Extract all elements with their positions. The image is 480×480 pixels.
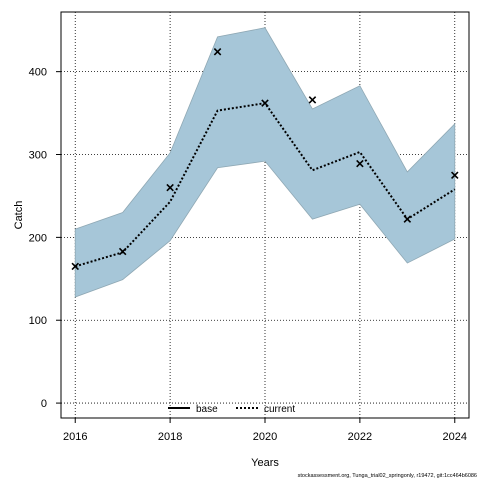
marker-stroke bbox=[403, 215, 412, 223]
observed-point-marker bbox=[356, 159, 364, 168]
marker-stroke bbox=[451, 171, 459, 179]
confidence-band-layer bbox=[74, 27, 456, 298]
x-tick-label: 2018 bbox=[158, 431, 182, 443]
x-tick-label: 2024 bbox=[443, 431, 467, 443]
observed-point-marker bbox=[118, 247, 127, 256]
observed-point-marker bbox=[403, 215, 412, 223]
x-tick-label: 2022 bbox=[348, 431, 372, 443]
x-axis-title: Years bbox=[251, 457, 279, 469]
confidence-band-current bbox=[74, 27, 456, 298]
observed-point-marker bbox=[71, 262, 79, 271]
observed-point-marker bbox=[261, 99, 269, 107]
observed-point-marker bbox=[166, 183, 174, 192]
footnote: stockassessment.org, Tunga_trial02_sprin… bbox=[298, 473, 477, 479]
observed-point-marker bbox=[451, 171, 459, 179]
observed-point-marker bbox=[308, 96, 317, 104]
observation-markers bbox=[71, 48, 459, 271]
y-tick-label: 400 bbox=[29, 67, 47, 79]
x-axis: 2016 2018 2020 2022 2024 bbox=[63, 418, 467, 443]
y-axis: 0 100 200 300 400 bbox=[29, 67, 61, 410]
y-tick-label: 200 bbox=[29, 232, 47, 244]
legend-current-label: current bbox=[264, 404, 295, 415]
marker-stroke bbox=[308, 96, 317, 104]
marker-stroke bbox=[213, 48, 222, 56]
legend: base current bbox=[168, 404, 295, 415]
marker-stroke bbox=[261, 99, 269, 107]
marker-stroke bbox=[356, 159, 364, 168]
y-axis-title: Catch bbox=[13, 201, 25, 230]
y-tick-label: 100 bbox=[29, 315, 47, 327]
y-tick-label: 0 bbox=[41, 398, 47, 410]
x-tick-label: 2016 bbox=[63, 431, 87, 443]
observed-point-marker bbox=[213, 48, 222, 56]
marker-stroke bbox=[166, 183, 174, 192]
x-tick-label: 2020 bbox=[253, 431, 277, 443]
y-tick-label: 300 bbox=[29, 150, 47, 162]
legend-base-label: base bbox=[196, 404, 218, 415]
marker-stroke bbox=[118, 247, 127, 256]
marker-stroke bbox=[71, 262, 79, 271]
